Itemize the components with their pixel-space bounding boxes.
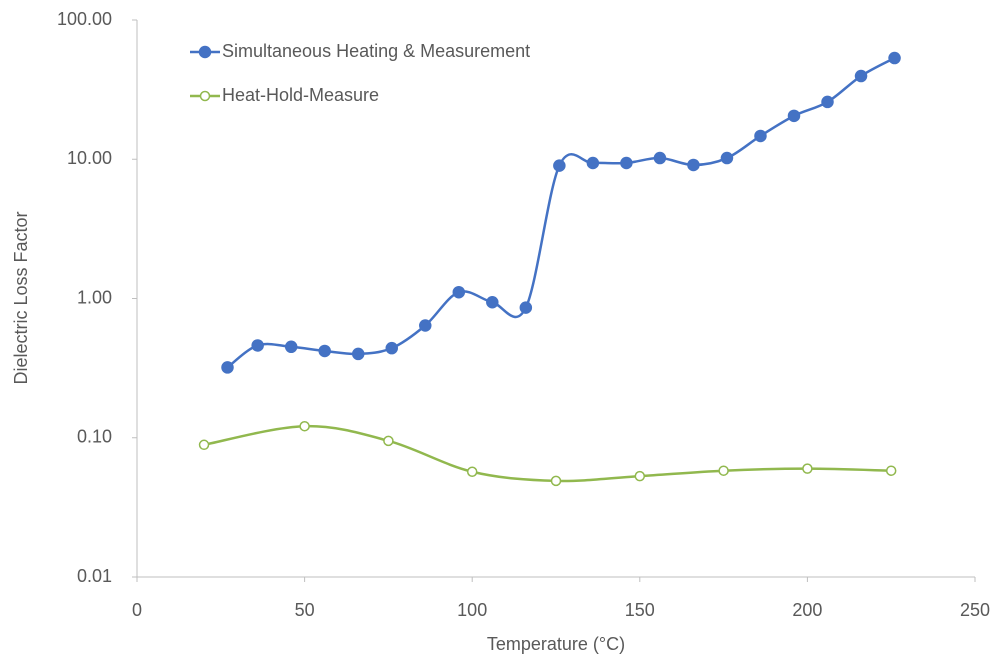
marker <box>198 45 212 59</box>
marker <box>718 465 729 476</box>
marker <box>888 51 901 65</box>
y-tick-label: 0.01 <box>77 566 112 586</box>
marker <box>550 475 562 487</box>
marker <box>885 465 897 476</box>
marker <box>519 301 533 314</box>
legend-label: Simultaneous Heating & Measurement <box>222 41 530 61</box>
marker <box>754 129 767 143</box>
marker <box>586 156 600 170</box>
y-tick-label: 100.00 <box>57 9 112 29</box>
series-line <box>203 424 892 483</box>
marker <box>383 435 394 447</box>
legend-label: Heat-Hold-Measure <box>222 85 379 105</box>
marker <box>419 319 432 332</box>
marker <box>802 463 813 474</box>
y-tick-label: 0.10 <box>77 427 112 447</box>
marker <box>318 344 331 358</box>
marker <box>687 158 700 172</box>
marker <box>251 339 264 352</box>
x-tick-label: 250 <box>960 600 990 620</box>
marker <box>553 159 566 172</box>
marker <box>199 90 211 102</box>
marker <box>854 69 868 83</box>
x-tick-label: 200 <box>792 600 822 620</box>
y-tick-label: 10.00 <box>67 148 112 168</box>
marker <box>787 109 801 123</box>
marker <box>351 347 365 361</box>
x-tick-label: 50 <box>295 600 315 620</box>
marker <box>821 95 834 109</box>
x-axis-label: Temperature (°C) <box>487 634 625 654</box>
marker <box>466 466 478 477</box>
marker <box>720 151 734 165</box>
marker <box>284 340 298 354</box>
marker <box>653 151 667 165</box>
marker <box>486 295 499 309</box>
marker <box>452 285 466 299</box>
marker <box>299 420 310 432</box>
marker <box>385 341 399 355</box>
marker <box>198 439 210 451</box>
marker <box>221 361 234 374</box>
series-line <box>226 56 896 369</box>
x-tick-label: 150 <box>625 600 655 620</box>
marker <box>620 156 633 170</box>
y-tick-label: 1.00 <box>77 287 112 307</box>
x-tick-label: 100 <box>457 600 487 620</box>
marker <box>634 470 646 482</box>
x-tick-label: 0 <box>132 600 142 620</box>
y-axis-label: Dielectric Loss Factor <box>11 211 31 384</box>
